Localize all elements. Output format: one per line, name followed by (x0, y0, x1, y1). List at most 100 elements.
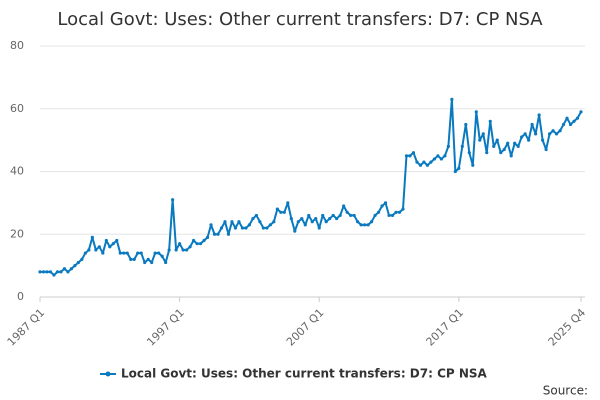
data-point (579, 110, 583, 114)
data-point (474, 110, 478, 114)
data-point (233, 226, 238, 230)
data-point (265, 226, 269, 230)
data-point (146, 257, 150, 261)
data-point (209, 223, 213, 227)
y-tick-label: 60 (10, 102, 24, 115)
data-point (534, 132, 538, 136)
data-point (38, 270, 42, 274)
data-point (349, 213, 353, 218)
data-point (495, 138, 499, 142)
data-point (41, 270, 46, 274)
data-point (251, 216, 255, 221)
data-point (205, 235, 210, 239)
data-point (184, 248, 189, 252)
data-point (108, 245, 112, 249)
data-point (366, 223, 370, 227)
data-point (48, 270, 53, 274)
data-point (303, 223, 307, 227)
data-point (118, 251, 122, 255)
data-point (492, 144, 496, 148)
data-point (132, 257, 136, 261)
chart-title: Local Govt: Uses: Other current transfer… (57, 9, 543, 30)
y-tick-label: 0 (17, 290, 24, 303)
data-point (380, 204, 384, 208)
data-point (530, 122, 534, 127)
legend-label: Local Govt: Uses: Other current transfer… (121, 367, 488, 381)
data-point (547, 132, 552, 136)
data-point (59, 270, 63, 274)
data-point (561, 122, 566, 127)
data-point (171, 198, 175, 202)
data-point (345, 210, 349, 214)
data-point (478, 138, 482, 142)
data-point (443, 154, 447, 158)
data-point (55, 270, 60, 274)
data-point (76, 260, 80, 265)
data-point (446, 144, 450, 148)
data-point (335, 216, 339, 221)
data-point (52, 273, 56, 277)
data-point (181, 248, 185, 252)
data-point (195, 242, 199, 246)
data-point (328, 216, 332, 221)
data-point (460, 144, 464, 148)
data-point (363, 223, 367, 227)
source-label: Source: (543, 384, 588, 398)
data-point (296, 220, 300, 224)
data-point (359, 223, 363, 227)
data-point (321, 213, 325, 218)
data-point (342, 204, 346, 208)
data-point (66, 270, 70, 274)
data-point (90, 235, 94, 239)
data-point (467, 151, 471, 155)
data-point (383, 201, 388, 205)
data-point (139, 251, 143, 255)
data-point (575, 116, 580, 120)
legend-marker (105, 371, 111, 377)
data-point (237, 220, 241, 224)
data-point (136, 251, 140, 255)
data-point (202, 238, 206, 243)
data-point (352, 213, 356, 218)
data-point (289, 216, 293, 221)
data-point (45, 270, 49, 274)
data-point (226, 232, 231, 236)
data-point (216, 232, 220, 236)
series-line (40, 98, 582, 277)
data-point (219, 226, 224, 230)
data-point (520, 135, 524, 139)
y-tick-label: 80 (10, 39, 24, 52)
data-point (324, 220, 328, 224)
data-point (558, 129, 562, 133)
data-point (509, 154, 513, 158)
data-point (223, 220, 227, 224)
data-point (258, 220, 262, 224)
data-point (387, 213, 391, 218)
data-point (188, 245, 192, 249)
data-point (568, 122, 573, 127)
data-point (244, 226, 248, 230)
data-point (565, 116, 569, 120)
x-tick-label: 2025 Q4 (546, 306, 589, 349)
data-point (544, 147, 548, 152)
data-point (418, 163, 423, 167)
data-point (115, 238, 119, 243)
data-point (307, 213, 311, 218)
data-point (390, 213, 395, 218)
data-point (554, 132, 559, 136)
data-point (230, 220, 234, 224)
data-point (537, 113, 541, 117)
data-point (97, 245, 101, 249)
data-point (300, 216, 304, 221)
data-point (541, 138, 545, 142)
data-point (125, 251, 129, 255)
data-point (191, 238, 196, 243)
data-point (212, 232, 217, 236)
data-point (275, 207, 279, 211)
data-point (450, 97, 454, 101)
y-tick-label: 40 (10, 165, 24, 178)
x-tick-label: 1987 Q1 (5, 306, 48, 349)
data-point (481, 132, 485, 136)
